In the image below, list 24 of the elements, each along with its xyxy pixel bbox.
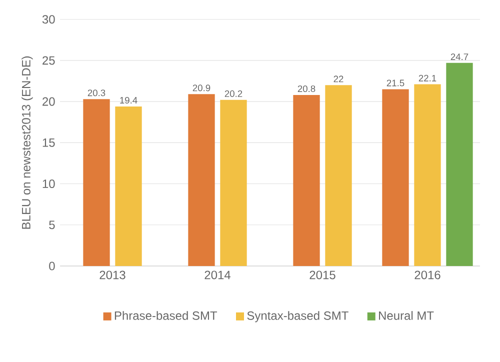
data-label: 22.1: [418, 74, 436, 82]
data-label: 24.7: [450, 53, 468, 60]
data-label: 19.4: [120, 96, 138, 104]
x-tick-label: 2014: [204, 270, 230, 280]
x-tick-label: 2016: [414, 270, 440, 280]
data-label: 20.8: [298, 85, 316, 92]
y-tick-label: 20: [42, 97, 55, 106]
data-label: 22: [334, 76, 344, 82]
legend-label: Neural MT: [379, 311, 434, 320]
data-label: 20.3: [88, 90, 106, 96]
x-tick-label: 2013: [100, 270, 126, 280]
y-tick-label: 10: [42, 180, 55, 188]
data-label: 21.5: [386, 80, 404, 86]
y-tick-label: 25: [42, 56, 55, 65]
y-axis-title: BLEU on newstest2013 (EN-DE): [22, 56, 33, 229]
x-tick-label: 2015: [310, 270, 336, 280]
data-label: 20.2: [224, 90, 242, 97]
legend-label: Phrase-based SMT: [114, 311, 218, 320]
y-tick-label: 5: [49, 220, 55, 230]
y-tick-label: 30: [42, 15, 55, 24]
legend-label: Syntax-based SMT: [247, 311, 348, 322]
y-tick-label: 0: [49, 262, 55, 270]
y-tick-label: 15: [42, 138, 55, 147]
data-label: 20.9: [192, 84, 210, 92]
